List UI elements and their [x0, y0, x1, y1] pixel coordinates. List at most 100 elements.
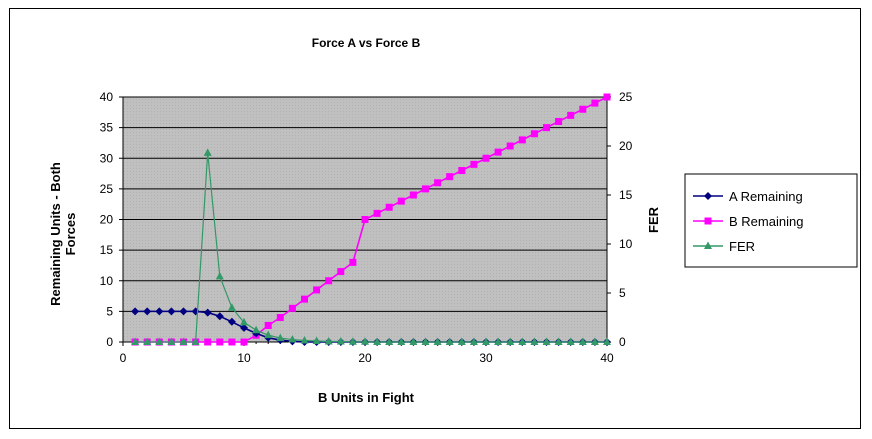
y2-tick-label: 15: [619, 188, 633, 202]
data-point-b-remaining: [385, 203, 393, 211]
data-point-b-remaining: [216, 338, 224, 346]
x-tick-label: 30: [479, 351, 493, 365]
x-axis-label: B Units in Fight: [318, 390, 415, 405]
data-point-fer: [143, 337, 152, 345]
data-point-fer: [554, 337, 563, 345]
legend-marker-b-remaining: [704, 217, 712, 225]
data-point-b-remaining: [567, 111, 575, 119]
data-point-fer: [336, 337, 345, 345]
data-point-b-remaining: [228, 338, 236, 346]
y-tick-label: 35: [100, 121, 114, 135]
data-point-fer: [373, 337, 382, 345]
data-point-b-remaining: [579, 105, 587, 113]
data-point-b-remaining: [240, 338, 248, 346]
data-point-b-remaining: [313, 286, 321, 294]
data-point-fer: [155, 337, 164, 345]
data-point-fer: [445, 337, 454, 345]
data-point-fer: [578, 337, 587, 345]
data-point-fer: [590, 337, 599, 345]
data-point-b-remaining: [301, 295, 308, 303]
data-point-a-remaining: [155, 307, 164, 316]
data-point-fer: [457, 337, 466, 345]
y-tick-label: 20: [100, 213, 114, 227]
y-tick-label: 30: [100, 151, 114, 165]
data-point-fer: [494, 337, 503, 345]
data-point-b-remaining: [494, 148, 502, 156]
data-point-fer: [506, 337, 515, 345]
data-point-b-remaining: [361, 216, 369, 223]
data-point-fer: [348, 337, 357, 345]
y-tick-label: 40: [100, 90, 114, 104]
data-point-b-remaining: [276, 314, 284, 321]
legend-label-b-remaining: B Remaining: [729, 214, 803, 229]
data-point-fer: [530, 337, 539, 345]
data-point-b-remaining: [337, 268, 345, 276]
data-point-fer: [518, 337, 527, 345]
y2-tick-label: 20: [619, 139, 633, 153]
y-tick-label: 10: [100, 274, 114, 288]
chart-svg: Force A vs Force B B Units in Fight Rema…: [48, 36, 858, 405]
data-point-b-remaining: [518, 136, 526, 144]
data-point-b-remaining: [422, 185, 429, 193]
data-point-fer: [312, 336, 321, 345]
data-point-fer: [264, 330, 273, 339]
data-point-fer: [469, 337, 478, 345]
data-point-fer: [203, 148, 212, 156]
data-point-fer: [276, 333, 285, 342]
series-line-b-remaining: [135, 96, 608, 343]
data-point-b-remaining: [482, 154, 490, 162]
data-point-fer: [397, 337, 406, 345]
data-point-a-remaining: [179, 307, 188, 316]
chart-title: Force A vs Force B: [312, 36, 421, 50]
data-point-fer: [227, 303, 236, 311]
data-point-a-remaining: [227, 317, 236, 326]
data-point-fer: [179, 337, 188, 345]
data-point-fer: [482, 337, 490, 345]
data-point-b-remaining: [446, 173, 454, 181]
data-point-b-remaining: [543, 124, 550, 132]
data-point-b-remaining: [603, 93, 611, 101]
x-tick-label: 10: [237, 351, 251, 365]
data-point-b-remaining: [373, 209, 381, 217]
y-tick-label: 5: [106, 304, 113, 318]
legend-marker-fer: [704, 241, 712, 249]
data-point-b-remaining: [204, 338, 212, 346]
data-point-b-remaining: [325, 277, 333, 285]
data-point-fer: [542, 337, 551, 345]
data-point-a-remaining: [240, 323, 248, 332]
data-point-fer: [191, 337, 200, 345]
data-point-b-remaining: [555, 118, 563, 125]
x-tick-label: 0: [120, 351, 127, 365]
data-point-b-remaining: [458, 167, 466, 174]
x-tick-label: 20: [358, 351, 372, 365]
data-point-b-remaining: [470, 160, 478, 168]
data-point-b-remaining: [506, 142, 514, 150]
legend-label-fer: FER: [729, 239, 755, 254]
data-point-a-remaining: [143, 307, 152, 316]
series-line-fer: [135, 152, 607, 343]
data-point-fer: [215, 271, 224, 280]
data-point-b-remaining: [349, 258, 357, 266]
y-tick-label: 25: [100, 182, 114, 196]
y2-tick-label: 25: [619, 90, 633, 104]
chart-frame: Force A vs Force B B Units in Fight Rema…: [9, 8, 861, 429]
data-point-b-remaining: [264, 321, 272, 329]
data-point-fer: [167, 337, 176, 345]
data-point-fer: [252, 325, 261, 334]
y-axis-label: Remaining Units - BothForces: [48, 162, 78, 306]
data-point-b-remaining: [530, 130, 538, 138]
data-point-b-remaining: [591, 99, 599, 107]
data-point-fer: [421, 337, 430, 345]
data-point-fer: [131, 337, 140, 345]
y-tick-label: 0: [106, 335, 113, 349]
data-point-b-remaining: [397, 197, 405, 205]
data-point-fer: [324, 337, 333, 345]
data-point-fer: [385, 337, 394, 345]
y-tick-label: 15: [100, 243, 114, 257]
data-point-fer: [603, 337, 611, 345]
data-point-a-remaining: [167, 307, 176, 316]
data-point-b-remaining: [409, 191, 417, 199]
data-point-a-remaining: [203, 308, 212, 317]
data-point-a-remaining: [215, 312, 224, 321]
data-point-fer: [361, 337, 369, 345]
